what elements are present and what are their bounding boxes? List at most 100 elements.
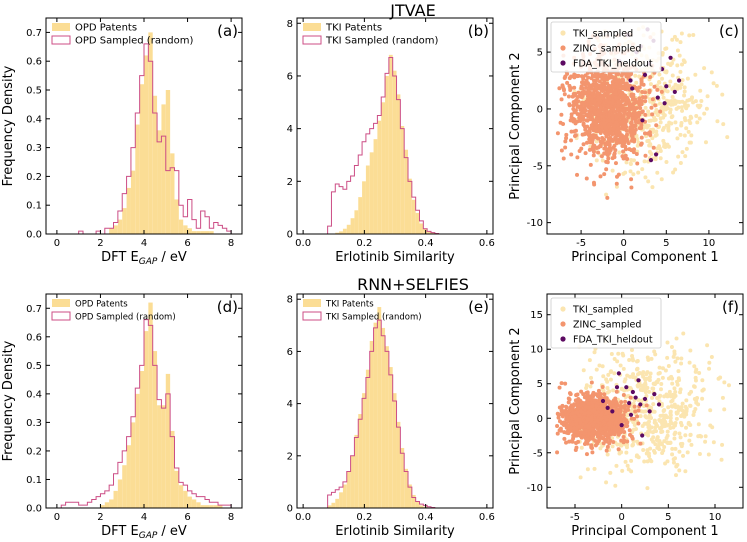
scatter-point	[639, 142, 644, 147]
scatter-point	[570, 439, 575, 444]
scatter-point	[648, 133, 653, 138]
scatter-point	[709, 355, 714, 360]
scatter-point	[584, 385, 589, 390]
scatter-point	[622, 379, 627, 384]
scatter-point	[658, 101, 663, 106]
scatter-point	[595, 102, 600, 107]
scatter-point	[716, 376, 721, 381]
scatter-point-fda	[624, 385, 629, 390]
scatter-point	[702, 111, 707, 116]
scatter-point	[585, 81, 590, 86]
scatter-point	[673, 120, 678, 125]
scatter-point	[670, 37, 675, 42]
scatter-point	[607, 389, 612, 394]
scatter-point	[677, 468, 682, 473]
hist-bar	[346, 224, 351, 234]
hist-bar	[388, 367, 393, 508]
scatter-point	[579, 95, 584, 100]
scatter-point	[653, 157, 658, 162]
scatter-point	[680, 401, 685, 406]
scatter-point	[567, 408, 572, 413]
scatter-point	[660, 366, 665, 371]
scatter-point	[629, 157, 634, 162]
scatter-point	[634, 85, 639, 90]
scatter-point	[621, 86, 626, 91]
scatter-point	[674, 336, 679, 341]
scatter-point	[673, 167, 678, 172]
scatter-point	[648, 118, 653, 123]
scatter-point	[600, 364, 605, 369]
scatter-point	[582, 411, 587, 416]
scatter-point	[635, 439, 640, 444]
scatter-point	[640, 109, 645, 114]
scatter-point	[621, 149, 626, 154]
scatter-point	[575, 410, 580, 415]
y-tick-label: 5	[537, 48, 543, 59]
scatter-point	[590, 408, 595, 413]
x-axis-label: Principal Component 1	[571, 250, 718, 265]
scatter-point	[714, 83, 719, 88]
scatter-point	[608, 430, 613, 435]
scatter-point	[681, 331, 686, 336]
scatter-point	[679, 105, 684, 110]
scatter-point	[587, 417, 592, 422]
scatter-point	[576, 90, 581, 95]
scatter-point	[620, 96, 625, 101]
scatter-point	[595, 145, 600, 150]
scatter-point	[626, 404, 631, 409]
scatter-point	[575, 74, 580, 79]
scatter-point	[681, 453, 686, 458]
scatter-point	[643, 99, 648, 104]
scatter-point	[655, 396, 660, 401]
scatter-point	[629, 458, 634, 463]
hist-bar	[135, 124, 140, 234]
scatter-point	[695, 120, 700, 125]
scatter-point	[602, 392, 607, 397]
y-tick-label: 0.6	[26, 57, 42, 68]
scatter-point	[675, 404, 680, 409]
scatter-point	[649, 151, 654, 156]
scatter-point	[590, 434, 595, 439]
scatter-point	[679, 356, 684, 361]
scatter-point	[662, 445, 667, 450]
y-tick-label: 0	[287, 504, 293, 515]
scatter-point	[680, 78, 685, 83]
y-axis-label: Principal Component 2	[508, 327, 523, 474]
hist-step-line	[78, 43, 232, 234]
scatter-point	[599, 154, 604, 159]
scatter-point	[592, 182, 597, 187]
scatter-point	[670, 381, 675, 386]
y-tick-label: -5	[533, 448, 543, 459]
scatter-point	[664, 435, 669, 440]
scatter-point	[680, 412, 685, 417]
scatter-point	[575, 104, 580, 109]
scatter-point	[650, 112, 655, 117]
hist-bar	[385, 346, 389, 508]
scatter-point	[610, 115, 615, 120]
scatter-point	[698, 433, 703, 438]
scatter-point	[619, 417, 624, 422]
y-tick-label: 15	[530, 310, 543, 321]
scatter-point	[679, 123, 684, 128]
scatter-point	[572, 117, 577, 122]
scatter-point	[604, 167, 609, 172]
scatter-point	[608, 470, 613, 475]
axes-frame	[546, 17, 744, 235]
legend: TKI_sampled ZINC_sampled FDA_TKI_heldout	[550, 21, 662, 73]
scatter-point	[625, 420, 630, 425]
scatter-point	[720, 442, 725, 447]
panel-letter: (c)	[719, 22, 739, 40]
scatter-point	[594, 367, 599, 372]
scatter-point	[613, 483, 618, 488]
y-tick-label: 0.2	[26, 172, 42, 183]
scatter-point	[664, 123, 669, 128]
scatter-point	[639, 102, 644, 107]
scatter-point	[669, 102, 674, 107]
scatter-point	[639, 399, 644, 404]
scatter-point	[636, 120, 641, 125]
scatter-point	[588, 107, 593, 112]
scatter-point	[689, 133, 694, 138]
scatter-point	[602, 437, 607, 442]
hist-bar	[161, 104, 166, 234]
